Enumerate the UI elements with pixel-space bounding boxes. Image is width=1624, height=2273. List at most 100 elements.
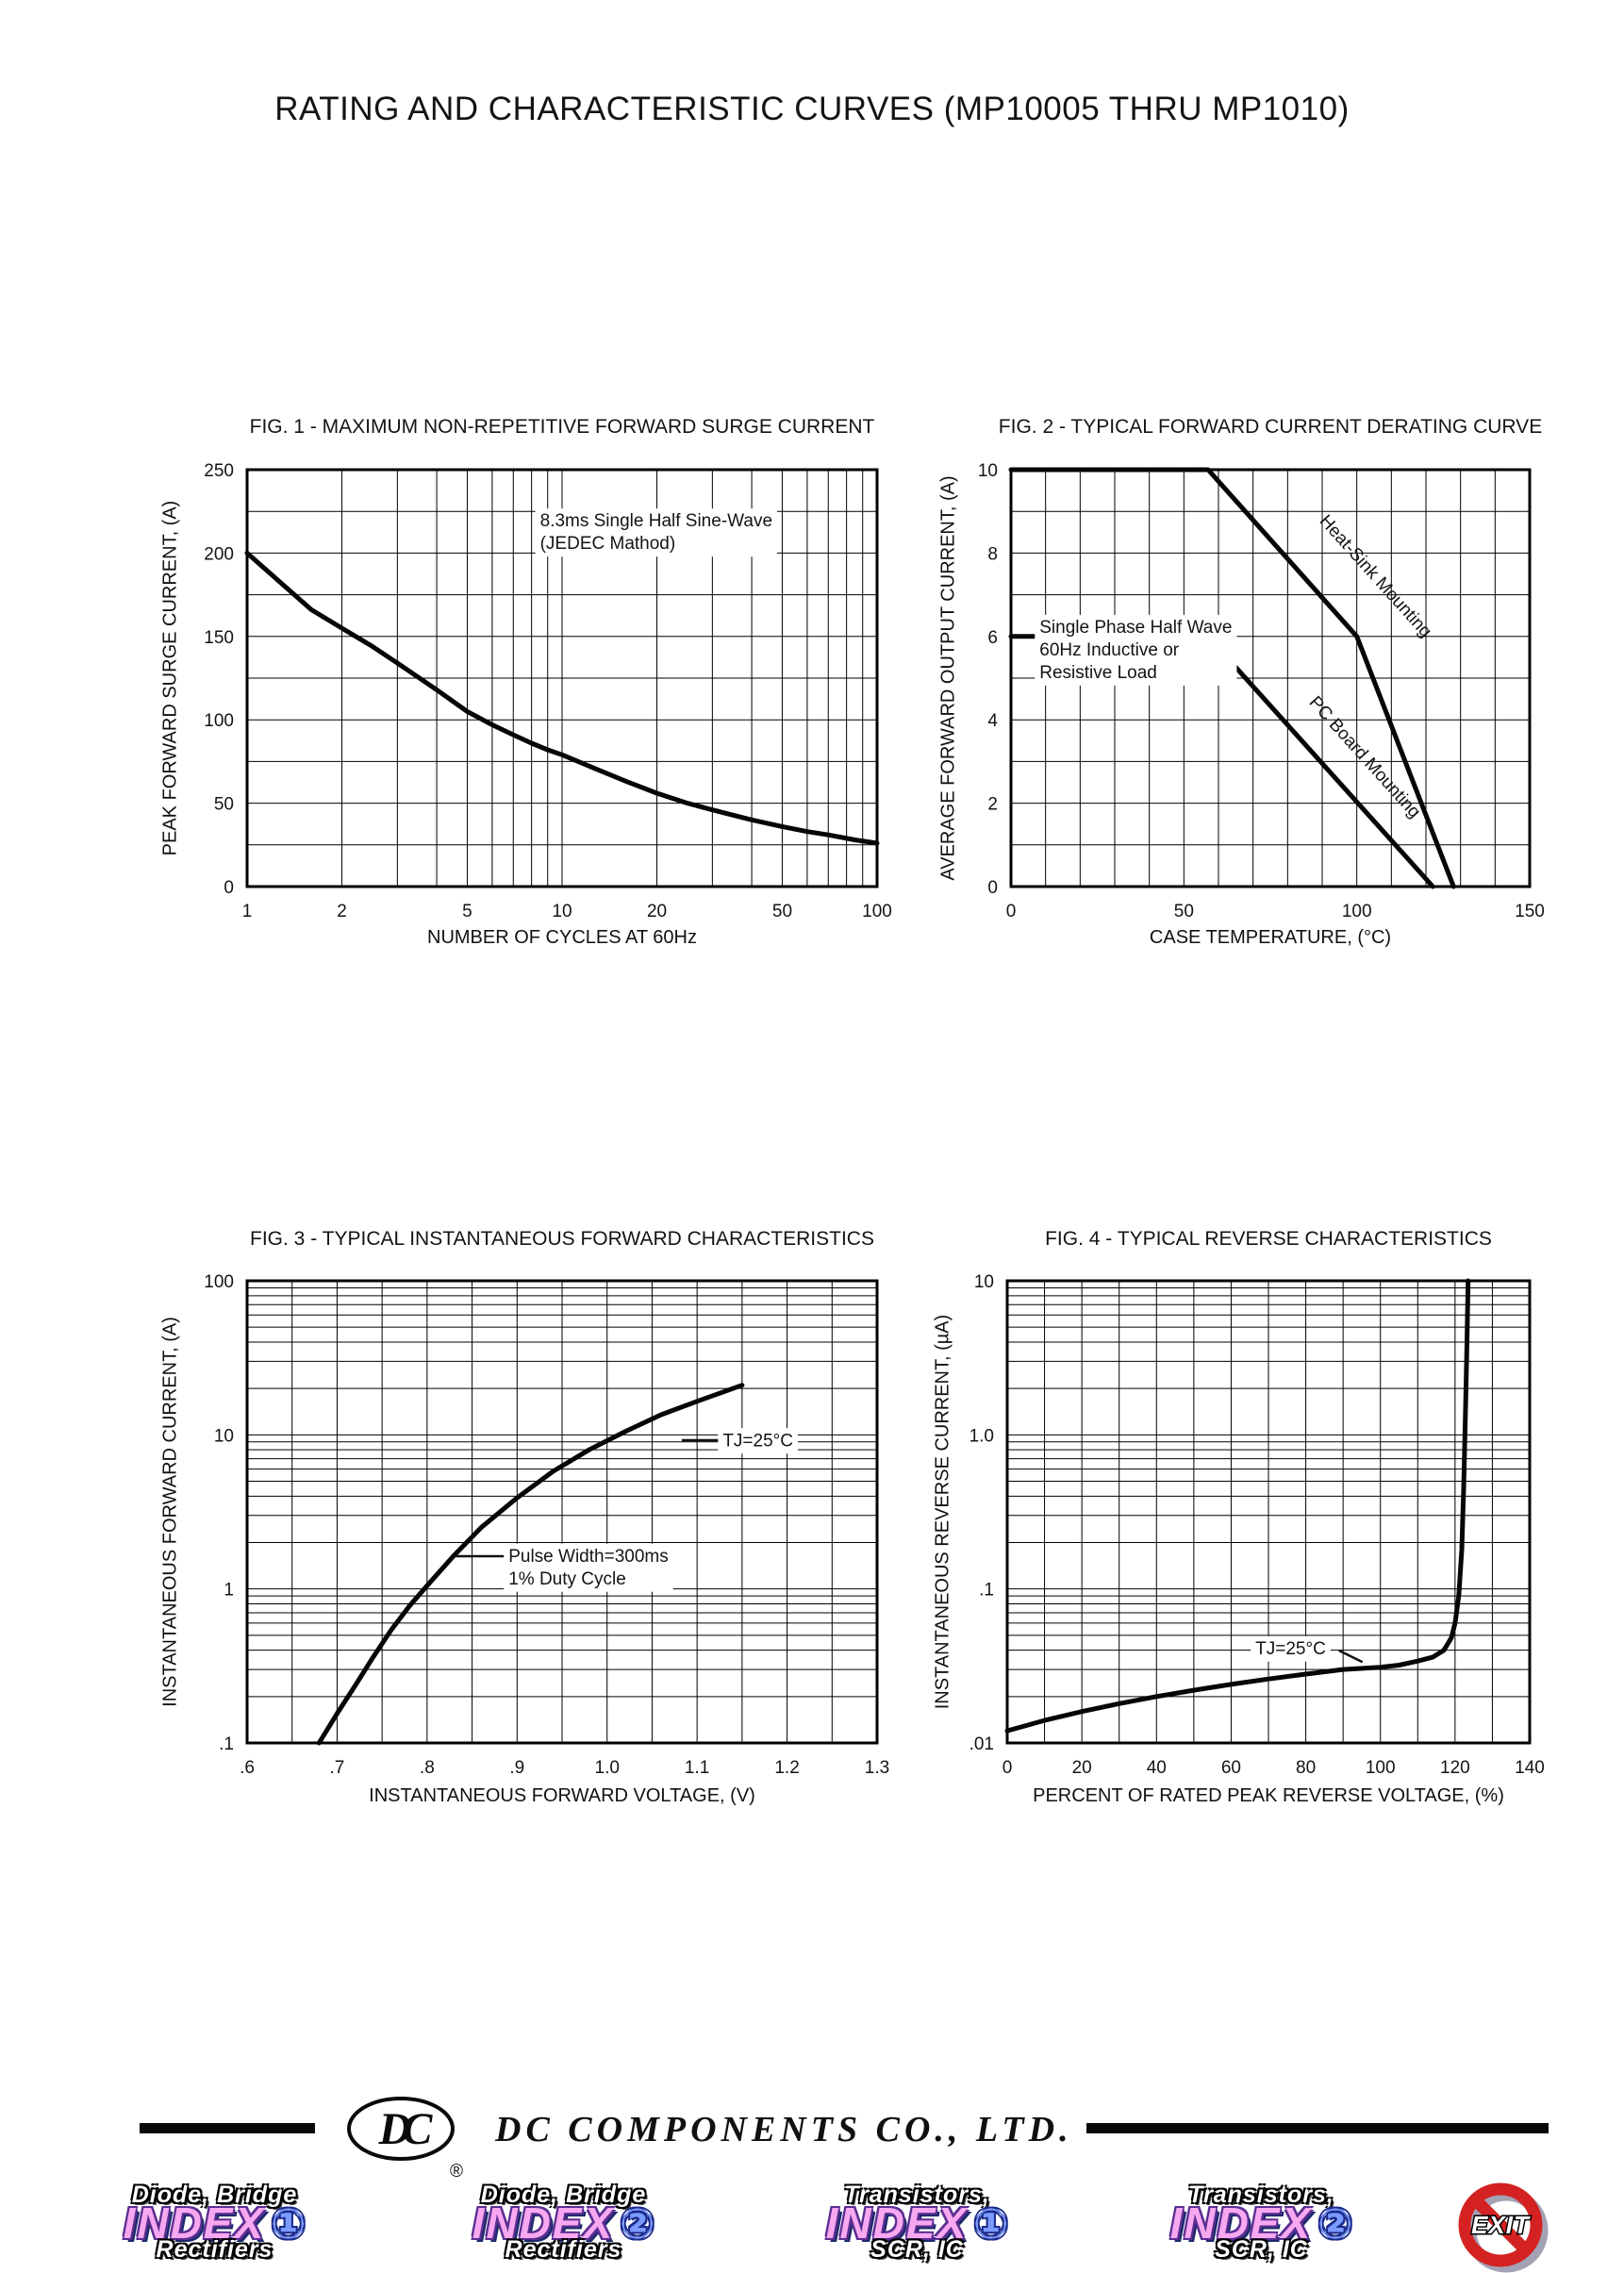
svg-text:0: 0 [1003,1758,1013,1778]
circled-number-icon: ① [271,2200,307,2248]
fig1-plot: 1 2 5 10 20 50 100 0 50 100 150 200 250 8.3ms Single … [204,461,892,921]
nav-bottom-label: SCR, IC [870,2236,964,2263]
svg-text:Heat-Sink Mounting: Heat-Sink Mounting [1316,511,1435,641]
svg-text:(JEDEC Mathod): (JEDEC Mathod) [540,534,676,554]
svg-text:.8: .8 [420,1758,435,1778]
svg-text:1.0: 1.0 [595,1758,620,1778]
svg-text:0: 0 [987,878,998,898]
svg-text:100: 100 [204,711,234,731]
fig3-plot: .6 .7 .8 .9 1.0 1.1 1.2 1.3 .1 1 10 100 TJ=25°C Pulse… [204,1272,889,1778]
nav-top-label: Transistors, [1188,2182,1334,2208]
nav-transistors-scr-ic-index-2[interactable]: Transistors, INDEX ② SCR, IC [1118,2183,1405,2262]
nav-bottom-label: SCR, IC [1215,2236,1308,2263]
svg-text:1: 1 [224,1581,234,1601]
circled-number-icon: ② [1317,2200,1353,2248]
svg-text:.6: .6 [240,1758,255,1778]
svg-text:6: 6 [987,628,998,648]
svg-text:100: 100 [1366,1758,1396,1778]
svg-text:20: 20 [1072,1758,1092,1778]
svg-text:250: 250 [204,461,234,481]
reverse-characteristic [1004,1278,1471,1734]
index-label: INDEX [123,2198,266,2248]
registered-trademark: ® [450,2162,463,2181]
surge-current [244,550,880,846]
exit-prohibition-icon: EXIT [1458,2182,1549,2273]
nav-diode-bridge-rectifiers-index-1[interactable]: Diode, Bridge INDEX ① Rectifiers [71,2183,358,2262]
svg-text:1.1: 1.1 [685,1758,709,1778]
nav-top-label: Diode, Bridge [480,2182,647,2208]
svg-text:10: 10 [974,1272,994,1292]
fig2-x-axis-label: CASE TEMPERATURE, (°C) [1149,927,1392,948]
fig4-plot: 0 20 40 60 80 100 120 140 .01 .1 1.0 10 TJ=25°C [969,1272,1545,1778]
fig2-plot: 0 50 100 150 0 2 4 6 8 10 Heat-Sink Mounting PC Boa… [978,461,1545,921]
svg-text:1: 1 [242,902,253,921]
footer-rule-left [140,2123,315,2133]
exit-label: EXIT [1471,2211,1531,2239]
svg-text:.7: .7 [329,1758,344,1778]
svg-text:60: 60 [1221,1758,1241,1778]
fig1-x-axis-label: NUMBER OF CYCLES AT 60Hz [427,927,697,948]
fig1-y-axis-label: PEAK FORWARD SURGE CURRENT, (A) [159,500,181,856]
svg-text:.01: .01 [969,1734,994,1754]
fig2-y-axis-label: AVERAGE FORWARD OUTPUT CURRENT, (A) [937,475,959,881]
svg-text:TJ=25°C: TJ=25°C [722,1431,793,1451]
fig3-y-axis-label: INSTANTANEOUS FORWARD CURRENT, (A) [159,1317,181,1707]
nav-top-label: Transistors, [844,2182,990,2208]
svg-text:2: 2 [337,902,347,921]
forward-characteristic [316,1383,745,1746]
svg-text:2: 2 [987,795,998,815]
svg-text:.1: .1 [979,1581,994,1601]
dc-monogram-icon: DC ® [347,2097,463,2182]
logo-monogram-text: DC [378,2104,434,2154]
circled-number-icon: ② [620,2200,655,2248]
svg-text:Single Phase Half Wave: Single Phase Half Wave [1039,618,1232,638]
svg-text:40: 40 [1147,1758,1167,1778]
svg-text:1.3: 1.3 [865,1758,889,1778]
svg-text:120: 120 [1440,1758,1470,1778]
svg-text:150: 150 [1515,902,1545,921]
svg-text:Resistive Load: Resistive Load [1039,663,1157,683]
svg-text:50: 50 [1174,902,1194,921]
svg-text:.1: .1 [219,1734,234,1754]
fig1-title: FIG. 1 - MAXIMUM NON-REPETITIVE FORWARD … [249,416,875,438]
svg-text:1.0: 1.0 [969,1426,994,1446]
svg-text:150: 150 [204,628,234,648]
svg-text:10: 10 [552,902,572,921]
svg-text:10: 10 [978,461,998,481]
nav-bottom-label: Rectifiers [156,2236,273,2263]
svg-text:60Hz Inductive or: 60Hz Inductive or [1039,640,1180,660]
svg-text:140: 140 [1515,1758,1545,1778]
svg-text:200: 200 [204,544,234,564]
page-title: RATING AND CHARACTERISTIC CURVES (MP1000… [274,91,1350,127]
fig3-title: FIG. 3 - TYPICAL INSTANTANEOUS FORWARD C… [250,1228,874,1250]
svg-text:20: 20 [647,902,667,921]
nav-bottom-label: Rectifiers [505,2236,622,2263]
svg-text:Pulse Width=300ms: Pulse Width=300ms [508,1547,669,1567]
svg-text:1.2: 1.2 [774,1758,799,1778]
svg-text:0: 0 [1006,902,1017,921]
fig4-y-axis-label: INSTANTANEOUS REVERSE CURRENT, (µA) [932,1314,953,1710]
svg-text:50: 50 [772,902,792,921]
circled-number-icon: ① [973,2200,1009,2248]
svg-text:4: 4 [987,711,998,731]
svg-text:8: 8 [987,544,998,564]
nav-transistors-scr-ic-index-1[interactable]: Transistors, INDEX ① SCR, IC [773,2183,1061,2262]
company-logo: DC ® [325,2086,486,2185]
svg-text:5: 5 [462,902,472,921]
svg-text:10: 10 [214,1426,234,1446]
nav-diode-bridge-rectifiers-index-2[interactable]: Diode, Bridge INDEX ② Rectifiers [420,2183,707,2262]
fig3-x-axis-label: INSTANTANEOUS FORWARD VOLTAGE, (V) [369,1785,755,1806]
svg-text:1% Duty Cycle: 1% Duty Cycle [508,1569,626,1589]
index-label: INDEX [1169,2198,1313,2248]
fig2-title: FIG. 2 - TYPICAL FORWARD CURRENT DERATIN… [998,416,1543,438]
nav-top-label: Diode, Bridge [131,2182,298,2208]
index-label: INDEX [472,2198,615,2248]
nav-exit-button[interactable]: EXIT [1452,2177,1552,2273]
heat-sink-mounting [1008,467,1456,889]
svg-text:0: 0 [224,878,234,898]
index-label: INDEX [825,2198,969,2248]
fig4-x-axis-label: PERCENT OF RATED PEAK REVERSE VOLTAGE, (… [1033,1785,1504,1806]
svg-text:8.3ms Single Half Sine-Wave: 8.3ms Single Half Sine-Wave [540,511,772,531]
fig4-title: FIG. 4 - TYPICAL REVERSE CHARACTERISTICS [1045,1228,1492,1250]
